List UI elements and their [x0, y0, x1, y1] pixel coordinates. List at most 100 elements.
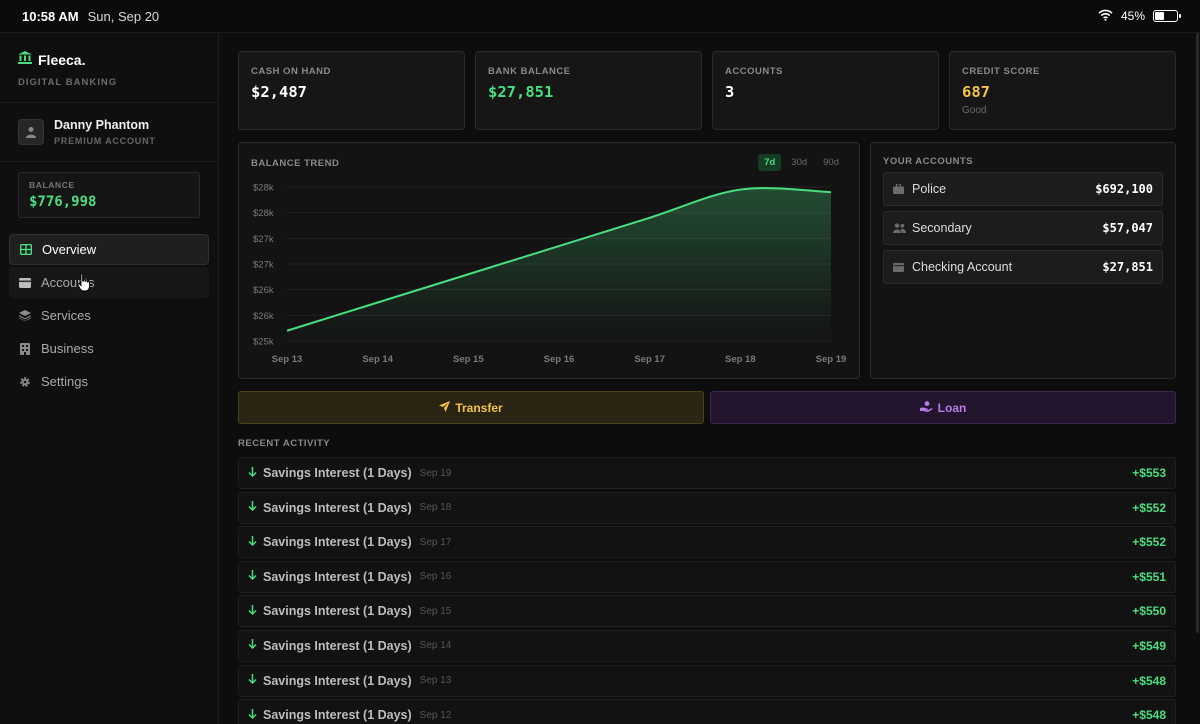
series-area: [287, 188, 831, 341]
range-7d[interactable]: 7d: [758, 154, 782, 171]
stat-card-bank-balance: BANK BALANCE $27,851: [475, 51, 702, 130]
avatar: [18, 119, 44, 145]
activity-description: Savings Interest (1 Days): [263, 604, 412, 619]
x-tick-label: Sep 13: [272, 354, 303, 365]
sidebar-nav: Overview Accounts Services Business: [0, 234, 218, 397]
sidebar-balance-card: BALANCE $776,998: [18, 172, 200, 218]
stat-value: 687: [962, 83, 990, 101]
recent-activity-title: RECENT ACTIVITY: [238, 438, 331, 449]
arrow-down-icon: [248, 604, 257, 618]
brand-name: Fleeca.: [38, 52, 86, 68]
user-profile: Danny Phantom PREMIUM ACCOUNT: [0, 103, 218, 162]
account-row-checking[interactable]: Checking Account $27,851: [883, 250, 1163, 284]
quick-actions: Transfer Loan: [238, 391, 1176, 424]
activity-date: Sep 18: [419, 502, 452, 514]
stat-label: CREDIT SCORE: [962, 66, 1040, 77]
wallet-icon: [893, 262, 907, 272]
stat-label: BANK BALANCE: [488, 66, 571, 77]
account-name: Police: [912, 182, 947, 196]
range-30d[interactable]: 30d: [791, 157, 808, 168]
gear-icon: [19, 376, 31, 388]
brand: Fleeca. DIGITAL BANKING: [0, 33, 218, 103]
account-amount: $27,851: [1102, 260, 1153, 274]
account-row-secondary[interactable]: Secondary $57,047: [883, 211, 1163, 245]
arrow-down-icon: [248, 708, 257, 722]
your-accounts-title: YOUR ACCOUNTS: [883, 156, 974, 167]
arrow-down-icon: [248, 570, 257, 583]
transfer-button[interactable]: Transfer: [238, 391, 704, 424]
x-tick-label: Sep 15: [453, 354, 484, 365]
activity-description: Savings Interest (1 Days): [263, 708, 412, 723]
briefcase-icon: [893, 184, 907, 194]
main-content: CASH ON HAND $2,487 BANK BALANCE $27,851…: [238, 33, 1176, 724]
activity-description: Savings Interest (1 Days): [263, 466, 412, 480]
battery-icon: [1153, 10, 1181, 22]
sidebar-item-label: Overview: [42, 242, 97, 257]
list-item[interactable]: Savings Interest (1 Days) Sep 12 +$548: [238, 699, 1176, 724]
x-tick-label: Sep 19: [816, 354, 847, 365]
hand-holding-icon: [919, 400, 933, 415]
activity-description: Savings Interest (1 Days): [263, 673, 412, 688]
arrow-down-icon: [248, 535, 257, 549]
list-item[interactable]: Savings Interest (1 Days) Sep 18 +$552: [238, 491, 1176, 524]
stat-cards: CASH ON HAND $2,487 BANK BALANCE $27,851…: [238, 51, 1176, 130]
status-date: Sun, Sep 20: [87, 8, 160, 24]
card-icon: [19, 277, 31, 289]
account-name: Secondary: [912, 221, 972, 235]
sidebar-balance-label: BALANCE: [29, 180, 75, 190]
sidebar-item-label: Services: [41, 308, 91, 323]
list-item[interactable]: Savings Interest (1 Days) Sep 14 +$549: [238, 629, 1176, 662]
sidebar-item-overview[interactable]: Overview: [9, 234, 209, 265]
user-tier: PREMIUM ACCOUNT: [54, 136, 156, 146]
paper-plane-icon: [439, 400, 451, 415]
activity-date: Sep 12: [419, 709, 452, 721]
activity-date: Sep 16: [419, 571, 452, 583]
activity-amount: +$552: [1132, 535, 1166, 550]
your-accounts-panel: YOUR ACCOUNTS Police $692,100 Secondary …: [870, 142, 1176, 379]
list-item[interactable]: Savings Interest (1 Days) Sep 16 +$551: [238, 560, 1176, 593]
stat-card-accounts: ACCOUNTS 3: [712, 51, 939, 130]
arrow-down-icon: [248, 639, 257, 652]
list-item[interactable]: Savings Interest (1 Days) Sep 13 +$548: [238, 664, 1176, 697]
loan-label: Loan: [937, 400, 967, 415]
list-item[interactable]: Savings Interest (1 Days) Sep 15 +$550: [238, 595, 1176, 628]
loan-button[interactable]: Loan: [710, 391, 1176, 424]
activity-date: Sep 15: [419, 605, 452, 617]
arrow-down-icon: [248, 501, 257, 514]
list-item[interactable]: Savings Interest (1 Days) Sep 17 +$552: [238, 526, 1176, 559]
activity-date: Sep 17: [419, 536, 452, 548]
sidebar-item-services[interactable]: Services: [9, 300, 209, 331]
scrollbar[interactable]: [1194, 33, 1200, 643]
range-90d[interactable]: 90d: [823, 157, 839, 168]
activity-amount: +$548: [1132, 673, 1166, 688]
x-tick-label: Sep 17: [634, 354, 665, 365]
users-icon: [893, 223, 907, 233]
sidebar-item-settings[interactable]: Settings: [9, 366, 209, 397]
status-time: 10:58 AM: [22, 8, 79, 24]
account-amount: $692,100: [1095, 182, 1153, 196]
status-indicators: 45%: [1098, 9, 1181, 24]
stat-label: CASH ON HAND: [251, 66, 331, 77]
sidebar-item-business[interactable]: Business: [9, 333, 209, 364]
activity-description: Savings Interest (1 Days): [263, 500, 412, 515]
wifi-icon: [1098, 9, 1113, 24]
activity-amount: +$549: [1132, 638, 1166, 653]
stat-value: $2,487: [251, 83, 307, 101]
arrow-down-icon: [248, 674, 257, 687]
stat-value: 3: [725, 83, 735, 101]
y-tick-label: $26k: [253, 311, 274, 322]
x-tick-label: Sep 16: [544, 354, 575, 365]
y-tick-label: $27k: [253, 260, 274, 271]
sidebar-item-accounts[interactable]: Accounts: [9, 267, 209, 298]
activity-amount: +$550: [1132, 604, 1166, 619]
account-name: Checking Account: [912, 260, 1013, 274]
balance-trend-title: BALANCE TREND: [251, 158, 340, 169]
y-tick-label: $28k: [253, 208, 274, 219]
stat-card-cash: CASH ON HAND $2,487: [238, 51, 465, 130]
account-row-police[interactable]: Police $692,100: [883, 172, 1163, 206]
layers-icon: [19, 310, 31, 322]
sidebar: Fleeca. DIGITAL BANKING Danny Phantom PR…: [0, 33, 219, 724]
activity-description: Savings Interest (1 Days): [263, 535, 412, 550]
battery-percent: 45%: [1120, 9, 1145, 23]
list-item[interactable]: Savings Interest (1 Days) Sep 19 +$553: [238, 457, 1176, 489]
